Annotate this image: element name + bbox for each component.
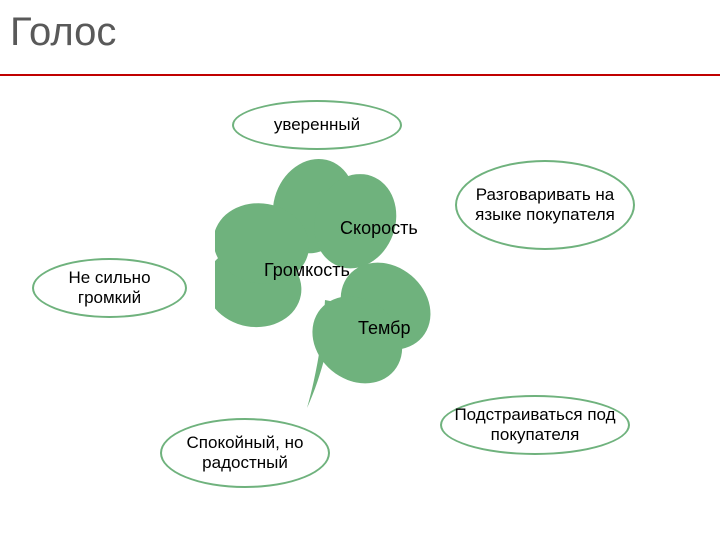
bubble-language: Разговаривать на языке покупателя: [455, 160, 635, 250]
bubble-adapt: Подстраиваться под покупателя: [440, 395, 630, 455]
bubble-calm: Спокойный, но радостный: [160, 418, 330, 488]
bubble-confident: уверенный: [232, 100, 402, 150]
divider: [0, 74, 720, 76]
clover-label-bottom: Тембр: [358, 318, 411, 339]
bubble-not-loud: Не сильно громкий: [32, 258, 187, 318]
clover-label-top: Скорость: [340, 218, 418, 239]
clover-label-left: Громкость: [264, 260, 350, 281]
slide: Голос Скорость Громкость Тембр уверенный…: [0, 0, 720, 540]
clover-graphic: [215, 150, 435, 415]
page-title: Голос: [10, 10, 116, 55]
